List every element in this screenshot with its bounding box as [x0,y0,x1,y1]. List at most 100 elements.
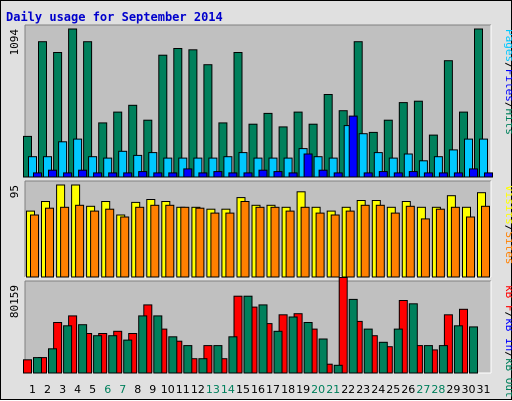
bar-sites [420,218,430,278]
bar-sites [330,214,340,278]
bar-sites [225,212,235,278]
bar-kb-out [153,315,163,374]
bar-pages [168,172,178,178]
bar-files [58,141,68,178]
legend-entry: / [503,62,512,69]
bar-pages [93,172,103,178]
day-label: 18 [281,383,295,396]
day-label: 22 [341,383,355,396]
bar-hits [188,49,198,178]
legend-entry: Files [503,69,512,102]
bar-sites [315,212,325,278]
panels-layer: 1094Pages/Files/Hits95Visits/Sites80159k… [8,24,512,398]
bar-pages [378,171,388,178]
bar-sites [405,205,415,278]
bar-kb-out [318,338,328,374]
bar-hits [428,134,438,178]
bar-files [118,150,128,178]
panel-max-label: 80159 [8,285,21,318]
bar-kb-out [198,358,208,374]
bar-kb-out [258,304,268,374]
bar-kb-out [48,348,57,374]
bar-hits [248,123,258,178]
bar-pages [123,172,133,178]
bar-sites [165,204,175,278]
legend-entry: Sites [503,231,512,264]
bar-files [433,156,443,178]
bar-kb-out [78,324,88,374]
day-label: 21 [326,383,340,396]
bar-pages [469,168,478,178]
bar-sites [210,212,220,278]
bar-pages [363,172,373,178]
day-label: 10 [161,383,175,396]
bar-pages [408,171,418,178]
day-label: 23 [356,383,370,396]
bar-kb-out [213,345,223,374]
bar-files [479,138,488,178]
bar-sites [390,212,400,278]
bar-sites [360,204,370,278]
bar-files [88,156,98,178]
bar-sites [270,206,280,278]
panel-legend: kB F/kB In/kB Out [503,285,512,398]
day-label: 29 [446,383,460,396]
panel-legend: Pages/Files/Hits [503,29,512,135]
bar-hits [383,119,393,178]
day-label: 13 [206,383,220,396]
bar-pages [108,172,118,178]
bar-hits [203,64,213,178]
bar-files [283,157,293,178]
bar-kb-f [443,314,453,374]
bar-sites [450,206,460,278]
bar-kb-out [303,322,313,374]
panel-max-label: 95 [8,185,21,198]
bar-kb-f [23,359,32,374]
bar-files [388,157,398,178]
day-label: 8 [134,383,141,396]
day-label: 1 [29,383,36,396]
bar-pages [258,169,268,178]
bar-kb-out [363,328,373,374]
bar-kb-out [108,335,118,374]
legend-entry: Hits [503,109,512,136]
bar-kb-out [423,345,433,374]
bar-files [358,133,368,178]
chart-title: Daily usage for September 2014 [6,10,223,24]
bar-hits [68,28,78,178]
legend-entry: kB Out [503,358,512,398]
bar-hits [278,126,288,178]
bar-hits [323,94,333,178]
bar-pages [48,169,57,178]
bar-sites [120,216,130,278]
legend-entry: / [503,351,512,358]
day-label: 15 [236,383,250,396]
bar-hits [113,111,123,178]
bar-files [148,152,158,178]
bar-files [28,156,37,178]
bar-sites [30,214,39,278]
bar-kb-out [408,303,418,374]
day-label: 6 [104,383,111,396]
bar-pages [33,172,42,178]
day-label: 9 [149,383,156,396]
day-label: 26 [401,383,415,396]
bar-pages [78,169,88,178]
bar-pages [228,172,238,178]
bar-kb-out [123,339,133,374]
bar-pages [438,172,448,178]
day-label: 12 [191,383,205,396]
bar-sites [135,206,145,278]
day-label: 4 [74,383,81,396]
bar-pages [288,172,298,178]
day-label: 31 [477,383,491,396]
bar-pages [63,172,73,178]
bar-files [448,149,458,178]
bar-kb-out [228,336,238,374]
panel-legend: Visits/Sites [503,185,512,265]
legend-entry: / [503,102,512,109]
bar-files [223,156,233,178]
legend-entry: / [503,312,512,319]
bar-pages [318,169,328,178]
